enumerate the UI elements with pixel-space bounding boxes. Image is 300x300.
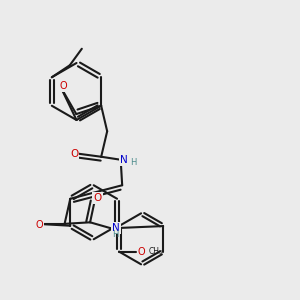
Text: H: H	[130, 158, 136, 167]
Text: N: N	[120, 155, 128, 165]
Text: O: O	[94, 193, 102, 203]
Text: O: O	[59, 81, 67, 91]
Text: O: O	[138, 247, 145, 256]
Text: CH₃: CH₃	[149, 247, 163, 256]
Text: H: H	[112, 230, 119, 239]
Text: N: N	[112, 223, 119, 233]
Text: O: O	[36, 220, 43, 230]
Text: O: O	[70, 149, 78, 159]
